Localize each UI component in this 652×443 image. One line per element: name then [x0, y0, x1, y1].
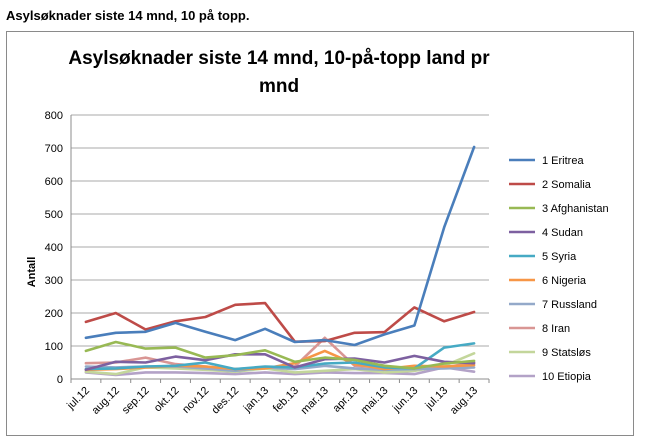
- legend-label: 1 Eritrea: [542, 155, 584, 167]
- legend-label: 4 Sudan: [542, 227, 583, 239]
- x-tick-label: feb.13: [271, 385, 301, 415]
- chart-title-line-2: mnd: [259, 76, 299, 97]
- y-tick-label: 100: [45, 341, 63, 353]
- x-tick-label: des.12: [209, 385, 241, 417]
- y-tick-label: 400: [45, 242, 63, 254]
- x-tick-label: okt.12: [152, 385, 182, 415]
- series-lines: [84, 145, 476, 377]
- y-tick-label: 200: [45, 308, 63, 320]
- x-tick-label: nov.12: [180, 385, 211, 416]
- chart-svg: Asylsøknader siste 14 mnd, 10-på-topp la…: [26, 48, 609, 417]
- page-heading: Asylsøknader siste 14 mnd, 10 på topp.: [6, 8, 250, 23]
- legend-label: 10 Etiopia: [542, 371, 592, 383]
- x-tick-label: apr.13: [331, 385, 361, 415]
- x-tick-label: jun.13: [390, 385, 420, 415]
- x-tick-label: mar.13: [299, 385, 331, 417]
- x-tick-label: aug.13: [448, 385, 480, 417]
- axes: [70, 115, 490, 383]
- series-line: [84, 352, 476, 372]
- x-tick-label: jul.12: [64, 385, 92, 413]
- x-tick-label: mai.13: [359, 385, 391, 417]
- legend-label: 3 Afghanistan: [542, 203, 609, 215]
- x-tick-label: jul.13: [423, 385, 451, 413]
- x-tick-label: aug.12: [90, 385, 122, 417]
- legend-label: 8 Iran: [542, 323, 570, 335]
- series-line: [84, 366, 476, 377]
- chart-title-line-1: Asylsøknader siste 14 mnd, 10-på-topp la…: [68, 48, 490, 69]
- legend-label: 7 Russland: [542, 299, 597, 311]
- y-tick-label: 600: [45, 176, 63, 188]
- series-line: [84, 340, 476, 370]
- y-tick-label: 500: [45, 209, 63, 221]
- legend-label: 6 Nigeria: [542, 275, 587, 287]
- series-line: [84, 145, 476, 347]
- y-tick-label: 0: [57, 374, 63, 386]
- y-tick-label: 300: [45, 275, 63, 287]
- x-tick-label: sep.12: [120, 385, 152, 417]
- chart-frame: Asylsøknader siste 14 mnd, 10-på-topp la…: [6, 31, 634, 436]
- y-tick-label: 800: [45, 110, 63, 122]
- legend-label: 9 Statsløs: [542, 347, 591, 359]
- gridlines: [71, 114, 489, 347]
- y-tick-label: 700: [45, 143, 63, 155]
- y-tick-labels: 0 100 200 300 400 500 600 700 800: [45, 110, 63, 386]
- legend: 1 Eritrea 2 Somalia 3 Afghanistan 4 Sudan 5 …: [509, 155, 609, 383]
- series-line: [84, 301, 476, 344]
- x-tick-label: jan.13: [241, 385, 271, 415]
- legend-label: 2 Somalia: [542, 179, 592, 191]
- legend-label: 5 Syria: [542, 251, 577, 263]
- series-line: [84, 336, 476, 371]
- y-axis-label: Antall: [26, 257, 38, 288]
